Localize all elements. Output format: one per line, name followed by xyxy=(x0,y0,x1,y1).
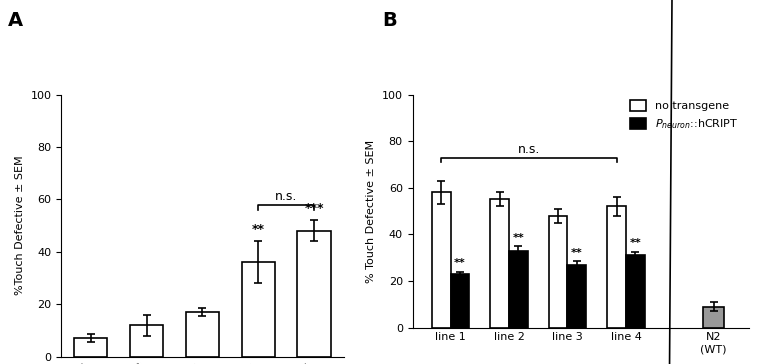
Bar xyxy=(186,312,219,357)
Text: A: A xyxy=(8,11,23,30)
Bar xyxy=(626,256,645,328)
Y-axis label: % Touch Defective ± SEM: % Touch Defective ± SEM xyxy=(366,139,377,283)
Bar xyxy=(451,274,469,328)
Text: ***: *** xyxy=(304,202,324,215)
Bar xyxy=(74,339,108,357)
Text: **: ** xyxy=(630,238,641,248)
Bar xyxy=(432,193,451,328)
Bar xyxy=(607,206,626,328)
Text: n.s.: n.s. xyxy=(518,143,540,157)
Bar xyxy=(490,199,509,328)
Text: **: ** xyxy=(252,223,265,236)
Bar xyxy=(568,265,586,328)
Text: **: ** xyxy=(454,258,466,268)
Bar xyxy=(241,262,275,357)
Text: n.s.: n.s. xyxy=(275,190,297,203)
Bar xyxy=(130,325,163,357)
Bar xyxy=(297,231,331,357)
Bar xyxy=(704,306,724,328)
Bar xyxy=(549,216,568,328)
Bar xyxy=(509,251,528,328)
Text: **: ** xyxy=(513,233,524,242)
Text: **: ** xyxy=(571,248,583,258)
Text: B: B xyxy=(382,11,397,30)
Y-axis label: %Touch Defective ± SEM: %Touch Defective ± SEM xyxy=(15,156,25,296)
Legend: no transgene, $P_{neuron}$::hCRIPT: no transgene, $P_{neuron}$::hCRIPT xyxy=(625,95,743,135)
